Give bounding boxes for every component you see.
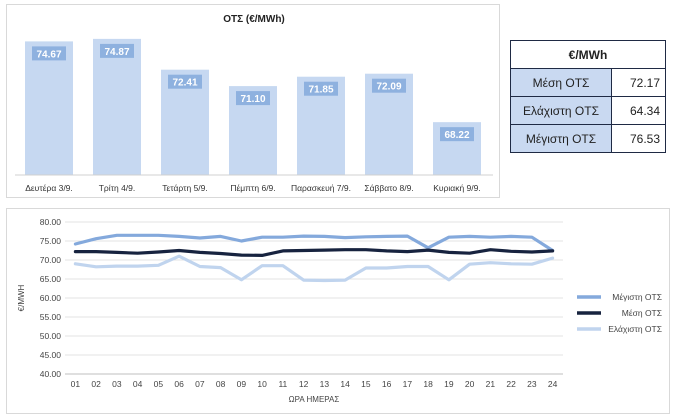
bar-value-label: 74.67 <box>36 49 61 60</box>
summary-value-max: 76.53 <box>611 124 666 153</box>
x-tick-label: 09 <box>237 379 247 389</box>
series-line-max <box>73 233 555 253</box>
bar-category-label: Κυριακή 9/9. <box>433 183 480 193</box>
legend-mean-label: Μέση ΟΤΣ <box>622 308 662 318</box>
bar-label-bg <box>372 78 406 93</box>
x-tick-label: 16 <box>382 379 392 389</box>
bar-value-label: 71.10 <box>240 94 265 105</box>
bar-category-label: Παρασκευή 7/9. <box>291 183 351 193</box>
bar-value-label: 72.09 <box>376 82 401 93</box>
bar-category-label: Τετάρτη 5/9. <box>162 183 208 193</box>
summary-label-mean: Μέση ΟΤΣ <box>509 68 613 97</box>
bar-category-label: Δευτέρα 3/9. <box>25 183 73 193</box>
x-tick-label: 03 <box>112 379 122 389</box>
x-tick-label: 13 <box>320 379 330 389</box>
legend-min-label: Ελάχιστη ΟΤΣ <box>608 324 662 334</box>
bar-chart: ΟΤΣ (€/MWh) 74.67 Δευτέρα 3/9. 74.87 Τρίτη 4… <box>15 14 493 193</box>
line-chart-panel: 40.00 45.00 50.00 55.00 60.00 65.00 70.00 75.00… <box>6 208 670 414</box>
bar-value-label: 68.22 <box>444 130 469 141</box>
x-tick-label: 21 <box>486 379 496 389</box>
bar-label-bg <box>304 81 338 96</box>
y-tick-label: 50.00 <box>40 331 62 341</box>
x-tick-label: 18 <box>423 379 433 389</box>
bar-label-bg <box>32 46 66 61</box>
series-line-mean <box>73 248 555 258</box>
bar-category-label: Σάββατο 8/9. <box>364 183 413 193</box>
x-tick-label: 17 <box>403 379 413 389</box>
y-tick-label: 60.00 <box>40 293 62 303</box>
x-tick-label: 24 <box>548 379 558 389</box>
x-tick-label: 12 <box>299 379 309 389</box>
bar-label-bg <box>440 127 474 142</box>
summary-table: €/MWh Μέση ΟΤΣ 72.17 Ελάχιστη ΟΤΣ 64.34 … <box>509 40 666 153</box>
table-row: Μέση ΟΤΣ 72.17 <box>509 68 666 97</box>
bar-chart-title: ΟΤΣ (€/MWh) <box>223 14 285 25</box>
bar-chart-panel: ΟΤΣ (€/MWh) 74.67 Δευτέρα 3/9. 74.87 Τρίτη 4… <box>6 4 500 198</box>
bar-2 <box>93 38 141 175</box>
summary-header: €/MWh <box>510 40 666 69</box>
y-tick-label: 55.00 <box>40 312 62 322</box>
summary-value-min: 64.34 <box>611 96 666 125</box>
x-tick-label: 15 <box>361 379 371 389</box>
table-row: Ελάχιστη ΟΤΣ 64.34 <box>509 96 666 125</box>
y-tick-label: 75.00 <box>40 236 62 246</box>
x-tick-label: 23 <box>527 379 537 389</box>
x-tick-label: 01 <box>71 379 81 389</box>
bar-label-bg <box>236 91 270 106</box>
summary-value-mean: 72.17 <box>611 68 666 97</box>
y-tick-label: 45.00 <box>40 350 62 360</box>
x-tick-label: 02 <box>91 379 101 389</box>
series-line-min <box>73 254 555 283</box>
x-tick-label: 22 <box>506 379 516 389</box>
x-tick-label: 08 <box>216 379 226 389</box>
summary-label-max: Μέγιστη ΟΤΣ <box>509 124 613 153</box>
bar-value-label: 72.41 <box>172 78 197 89</box>
bar-value-label: 74.87 <box>104 47 129 58</box>
x-tick-label: 05 <box>154 379 164 389</box>
table-row: Μέγιστη ΟΤΣ 76.53 <box>509 124 666 153</box>
x-tick-label: 07 <box>195 379 205 389</box>
y-axis-title: €/MWH <box>17 284 26 311</box>
x-axis-title: ΩΡΑ ΗΜΕΡΑΣ <box>289 395 340 404</box>
bar-category-label: Τρίτη 4/9. <box>99 183 136 193</box>
x-tick-label: 14 <box>340 379 350 389</box>
summary-header-row: €/MWh <box>510 40 666 69</box>
bar-1 <box>25 41 73 176</box>
x-tick-label: 11 <box>278 379 287 389</box>
y-tick-label: 80.00 <box>40 217 62 227</box>
x-tick-label: 04 <box>133 379 143 389</box>
x-tick-label: 20 <box>465 379 475 389</box>
x-tick-label: 19 <box>444 379 454 389</box>
summary-label-min: Ελάχιστη ΟΤΣ <box>509 96 613 125</box>
line-chart: 40.00 45.00 50.00 55.00 60.00 65.00 70.00 75.00… <box>17 217 662 404</box>
y-tick-label: 70.00 <box>40 255 62 265</box>
legend-max-label: Μέγιστη ΟΤΣ <box>612 292 662 302</box>
bar-label-bg <box>168 74 202 89</box>
y-tick-label: 65.00 <box>40 274 62 284</box>
bar-label-bg <box>100 43 134 58</box>
x-tick-label: 10 <box>257 379 267 389</box>
y-tick-label: 40.00 <box>40 369 62 379</box>
bar-value-label: 71.85 <box>308 85 333 96</box>
bar-category-label: Πέμπτη 6/9. <box>230 183 275 193</box>
x-tick-label: 06 <box>174 379 184 389</box>
